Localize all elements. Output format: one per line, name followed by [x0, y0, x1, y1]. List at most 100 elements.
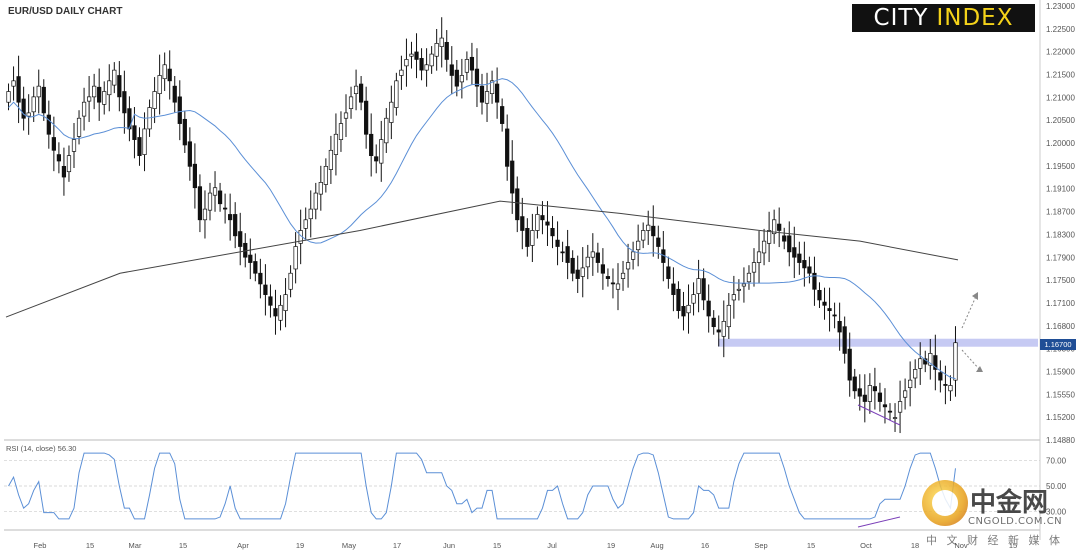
candle [691, 294, 696, 304]
candle [56, 154, 62, 162]
candle [157, 75, 162, 95]
candle [494, 83, 500, 103]
candle [600, 264, 606, 274]
candle [590, 251, 595, 258]
candle [409, 53, 414, 57]
x-tick-label: Sep [754, 541, 767, 550]
candle [857, 388, 862, 397]
candle [86, 96, 92, 102]
candle [585, 256, 590, 268]
up-arrow-head [972, 292, 978, 300]
candle [318, 182, 323, 195]
candle [343, 112, 349, 119]
candle [766, 230, 772, 244]
candle [228, 214, 233, 221]
price-tick-label: 1.19100 [1046, 185, 1075, 194]
candle [454, 69, 459, 87]
candle [364, 100, 369, 135]
axes: 1.23000 1.22500 1.22000 1.21500 1.21000 1.205… [4, 0, 1075, 550]
candle [716, 329, 721, 333]
x-tick-label: 17 [393, 541, 401, 550]
candle [867, 385, 872, 402]
candle [651, 225, 656, 237]
candle [273, 308, 278, 317]
candle [933, 355, 938, 370]
rsi-tick-label: 30.00 [1046, 507, 1067, 516]
candle [369, 133, 374, 157]
candle [610, 282, 616, 285]
candle [797, 253, 802, 263]
candle [802, 260, 807, 269]
candle [887, 410, 893, 413]
current-price-badge: 1.16700 [1040, 339, 1076, 350]
price-tick-label: 1.22500 [1046, 25, 1075, 34]
price-tick-label: 1.21000 [1046, 93, 1075, 102]
candle [132, 125, 137, 140]
candle [580, 267, 585, 277]
candle [102, 91, 107, 105]
price-tick-label: 1.17900 [1046, 253, 1075, 262]
candle [66, 155, 72, 173]
candle [207, 192, 213, 211]
candle [117, 75, 122, 98]
candle [142, 128, 147, 155]
candle [258, 272, 263, 285]
rsi-panel: RSI (14, close) 56.30 70.00 50.00 30.00 [4, 444, 1067, 528]
candle [36, 85, 41, 98]
price-tick-label: 1.18700 [1046, 208, 1075, 217]
candle [726, 304, 731, 328]
candle [479, 85, 485, 103]
x-tick-label: 15 [1009, 541, 1017, 550]
candle [238, 231, 243, 247]
candle [489, 80, 495, 95]
candle [636, 240, 641, 251]
candle [439, 37, 444, 47]
rsi-tick-label: 50.00 [1046, 482, 1067, 491]
candle [515, 188, 520, 221]
candle [444, 41, 449, 60]
candle [555, 239, 560, 247]
candle [338, 123, 344, 140]
price-tick-label: 1.17500 [1046, 276, 1075, 285]
candle [152, 91, 157, 109]
x-tick-label: 15 [807, 541, 815, 550]
x-tick-label: Apr [237, 541, 249, 550]
candle [97, 86, 102, 103]
candle [807, 266, 812, 274]
candle [187, 141, 192, 167]
candle [414, 51, 419, 60]
candle [505, 128, 510, 167]
price-tick-label: 1.21500 [1046, 71, 1075, 80]
candle [323, 165, 328, 185]
candle [484, 91, 490, 104]
price-tick-label: 1.16800 [1046, 322, 1075, 331]
x-tick-label: 19 [296, 541, 304, 550]
candle [222, 207, 228, 210]
candle [358, 83, 364, 103]
candle [545, 221, 550, 226]
candle [419, 58, 424, 71]
x-tick-label: 15 [86, 541, 94, 550]
candle [615, 283, 621, 290]
price-tick-label: 1.15550 [1046, 390, 1075, 399]
candle [953, 342, 958, 381]
down-arrow [961, 349, 981, 371]
candle [510, 160, 515, 194]
candle [137, 137, 142, 157]
candle [761, 240, 767, 254]
price-tick-label: 1.15200 [1046, 413, 1075, 422]
logo-word-index: INDEX [936, 5, 1014, 31]
candle [570, 257, 575, 274]
candle [313, 192, 318, 210]
x-tick-label: Mar [129, 541, 142, 550]
candle [550, 227, 555, 237]
candle [892, 417, 898, 419]
candle [127, 108, 132, 130]
candle [293, 246, 298, 270]
candle [812, 272, 817, 290]
candle [530, 230, 535, 246]
candle [565, 246, 570, 263]
candle [741, 283, 747, 287]
candle [26, 112, 31, 117]
sma200-line [5, 200, 959, 318]
